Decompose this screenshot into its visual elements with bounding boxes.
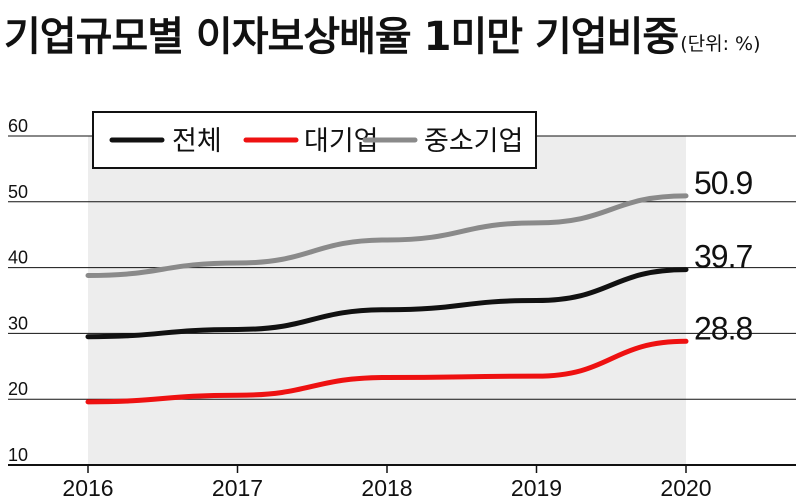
series-lines xyxy=(85,193,689,405)
series-line-2 xyxy=(85,193,689,278)
x-tick-label: 2019 xyxy=(511,475,562,498)
series-line-1 xyxy=(85,338,689,405)
end-label-0: 39.7 xyxy=(694,239,752,275)
end-labels: 50.9 39.7 28.8 xyxy=(694,165,753,346)
legend-box xyxy=(92,111,537,169)
y-tick-label: 30 xyxy=(8,313,28,333)
shaded-region xyxy=(88,136,686,465)
unit-note: (단위: %) xyxy=(680,33,761,55)
end-label-2: 50.9 xyxy=(694,165,752,201)
y-tick-label: 40 xyxy=(8,248,28,268)
x-axis-ticks: 2016 2017 2018 2019 2020 xyxy=(8,464,796,498)
y-tick-label: 20 xyxy=(8,379,28,399)
title-block: 기업규모별 이자보상배율 1미만 기업비중 (단위: %) xyxy=(4,4,761,64)
x-tick-label: 2018 xyxy=(361,475,412,498)
y-tick-label: 10 xyxy=(8,445,28,465)
y-tick-label: 50 xyxy=(8,182,28,202)
y-tick-label: 60 xyxy=(8,116,28,136)
y-axis-ticks: 10 20 30 40 50 60 xyxy=(8,116,28,465)
chart-title: 기업규모별 이자보상배율 1미만 기업비중 xyxy=(4,14,679,60)
series-line-0 xyxy=(85,267,689,340)
x-tick-label: 2016 xyxy=(62,475,113,498)
legend-label-0: 전체 xyxy=(172,126,222,157)
end-label-1: 28.8 xyxy=(694,310,752,346)
x-tick-label: 2020 xyxy=(660,475,711,498)
legend: 전체 대기업 중소기업 xyxy=(92,111,537,169)
plot-background xyxy=(88,136,686,465)
legend-label-2: 중소기업 xyxy=(424,126,523,157)
x-tick-label: 2017 xyxy=(212,475,263,498)
